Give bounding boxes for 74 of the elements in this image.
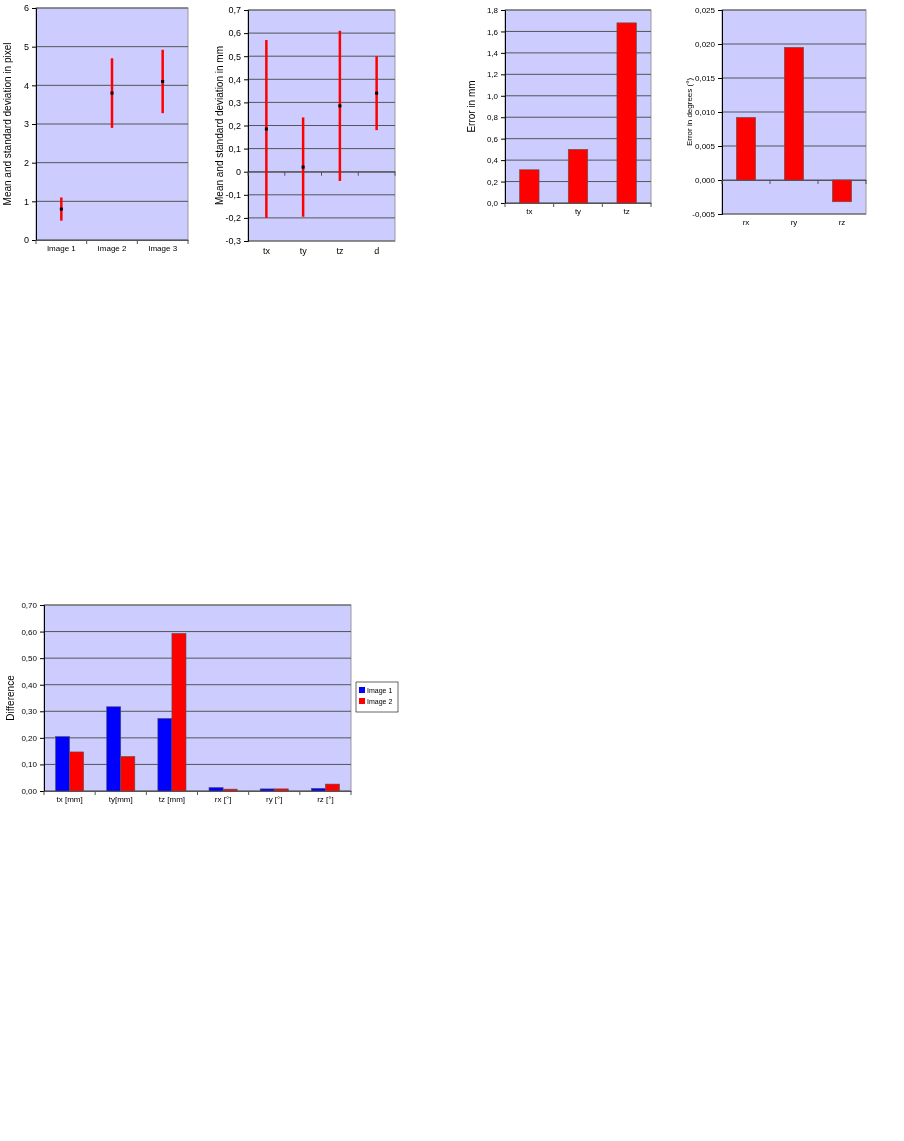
y-tick-label: 0,005 — [694, 142, 716, 152]
x-tick-label: rx [°] — [214, 795, 232, 805]
y-tick-label: 0 — [235, 167, 241, 178]
y-tick-label: 2 — [23, 158, 29, 169]
y-tick-label: 0,7 — [228, 5, 241, 16]
x-tick-label: ry [°] — [265, 795, 283, 805]
y-tick-label: 0,4 — [486, 156, 499, 166]
y-axis-title: Difference — [5, 674, 16, 721]
y-tick-label: 1,0 — [486, 91, 499, 101]
x-tick-label: ry — [790, 218, 798, 228]
y-tick-label: 1,8 — [486, 6, 499, 16]
x-tick-label: Image 3 — [148, 244, 178, 254]
y-tick-label: -0,005 — [692, 210, 716, 220]
x-tick-label: ty — [574, 207, 582, 217]
y-tick-label: 0,00 — [21, 787, 38, 797]
y-tick-label: 0,025 — [694, 6, 716, 16]
x-tick-label: Image 2 — [97, 244, 127, 254]
y-tick-label: 0,020 — [694, 40, 716, 50]
y-tick-label: 0,30 — [21, 707, 38, 717]
point — [59, 207, 63, 211]
x-tick-label: ty — [299, 245, 308, 256]
y-tick-label: -0,3 — [225, 236, 241, 247]
y-tick-label: 0,10 — [21, 760, 38, 770]
x-tick-label: tz — [336, 245, 344, 256]
y-tick-label: 0,4 — [228, 74, 241, 85]
y-tick-label: -0,1 — [225, 190, 241, 201]
y-tick-label: 1 — [23, 196, 29, 207]
x-tick-label: rz [°] — [317, 795, 334, 805]
y-axis-title: Error in mm — [466, 80, 477, 133]
x-tick-label: ty[mm] — [108, 795, 133, 805]
point — [375, 91, 379, 95]
point — [301, 165, 305, 169]
point — [161, 79, 165, 83]
y-tick-label: 6 — [23, 3, 29, 14]
y-tick-label: 0,60 — [21, 627, 38, 637]
y-tick-label: 4 — [23, 80, 29, 91]
y-tick-label: 1,4 — [486, 48, 499, 58]
x-tick-label: Image 1 — [46, 244, 77, 254]
x-tick-label: tx — [526, 207, 533, 217]
x-tick-label: rx — [742, 218, 750, 228]
x-tick-label: d — [374, 245, 380, 256]
point — [338, 104, 342, 108]
y-tick-label: 0,8 — [486, 113, 499, 123]
y-axis-title: Mean and standard deviation in mm — [214, 46, 225, 205]
y-tick-label: -0,2 — [225, 213, 241, 224]
y-tick-label: 0,0 — [486, 199, 499, 209]
y-axis-title: Error in degrees (°) — [685, 77, 694, 147]
y-tick-label: 0,50 — [21, 654, 38, 664]
y-tick-label: 0,20 — [21, 733, 38, 743]
point — [110, 91, 114, 95]
y-axis-title: Mean and standard deviation in pixel — [2, 42, 13, 206]
y-tick-label: 0,015 — [694, 74, 716, 84]
x-tick-label: tz [mm] — [158, 795, 186, 805]
point — [264, 127, 268, 131]
y-tick-label: 0,40 — [21, 680, 38, 690]
y-tick-label: 0,6 — [228, 28, 241, 39]
x-tick-label: tx — [262, 245, 271, 256]
y-tick-label: 0,2 — [228, 120, 241, 131]
y-tick-label: 5 — [23, 42, 29, 53]
y-tick-label: 1,2 — [486, 70, 499, 80]
y-tick-label: 0 — [23, 235, 29, 246]
x-tick-label: tx [mm] — [56, 795, 83, 805]
y-tick-label: 0,1 — [228, 143, 241, 154]
y-tick-label: 0,5 — [228, 51, 241, 62]
x-tick-label: tz — [623, 207, 630, 217]
x-tick-label: rz — [838, 218, 846, 228]
y-tick-label: 0,3 — [228, 97, 241, 108]
y-tick-label: 1,6 — [486, 27, 499, 37]
y-tick-label: 0,000 — [694, 176, 716, 186]
y-tick-label: 0,6 — [486, 134, 499, 144]
y-tick-label: 0,70 — [21, 601, 38, 611]
y-tick-label: 0,010 — [694, 108, 716, 118]
y-tick-label: 3 — [23, 119, 29, 130]
y-tick-label: 0,2 — [486, 177, 499, 187]
